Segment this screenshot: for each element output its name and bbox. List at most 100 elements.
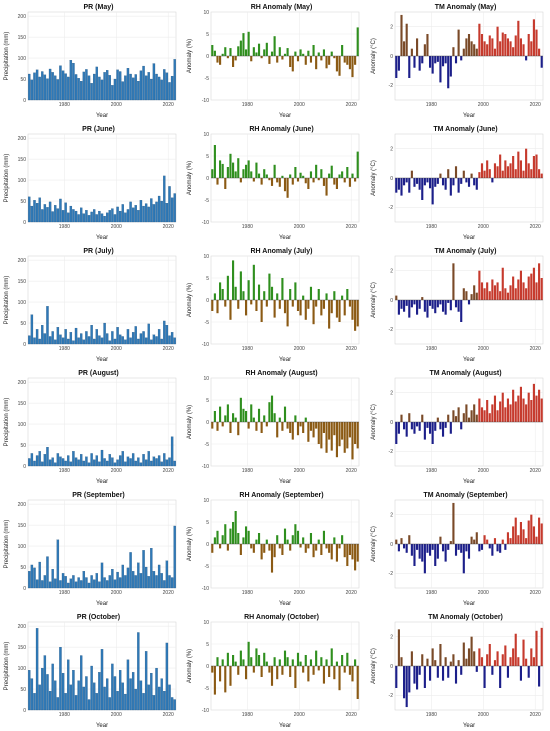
bar-2007 [317, 289, 320, 300]
y-tick-label: 50 [20, 199, 26, 205]
bar-1970 [38, 338, 41, 345]
bar-1977 [239, 178, 242, 183]
bar-1981 [434, 300, 437, 314]
bar-2008 [504, 407, 507, 422]
bar-1985 [444, 544, 447, 562]
bar-1993 [98, 76, 101, 101]
bar-2005 [496, 26, 499, 56]
bar-2012 [147, 576, 150, 589]
bar-2021 [538, 48, 541, 56]
y-axis-label: Anomaly (%) [187, 39, 193, 73]
bar-1981 [434, 422, 437, 431]
x-tick-label: 2000 [478, 224, 489, 230]
bar-2006 [315, 650, 318, 666]
bar-1966 [395, 666, 398, 688]
bar-1980 [64, 693, 67, 711]
bar-1975 [234, 661, 237, 666]
bar-2003 [307, 300, 310, 309]
bar-2012 [330, 648, 333, 666]
bar-1968 [216, 422, 219, 431]
bar-2015 [155, 667, 158, 711]
bar-1970 [221, 535, 224, 544]
y-tick-label: 200 [18, 136, 27, 142]
bar-2019 [165, 72, 169, 101]
bar-1974 [48, 459, 52, 467]
bar-2008 [504, 645, 507, 666]
bar-1985 [77, 78, 80, 101]
x-axis-label: Year [96, 723, 108, 729]
bar-1968 [216, 530, 219, 544]
y-tick-label: 200 [18, 502, 27, 508]
bar-2016 [525, 658, 528, 666]
bar-1994 [100, 649, 104, 711]
bar-1994 [100, 562, 104, 589]
x-tick-label: 2000 [294, 346, 305, 352]
bar-1994 [283, 300, 287, 314]
bar-1968 [216, 178, 219, 185]
bar-2011 [512, 389, 515, 422]
bar-1971 [408, 300, 411, 318]
bar-1979 [428, 178, 432, 189]
bar-2002 [121, 682, 124, 711]
bar-2017 [160, 573, 163, 589]
bar-2005 [312, 544, 315, 558]
bar-2018 [163, 69, 166, 101]
x-tick-label: 1980 [59, 468, 70, 474]
bar-1976 [237, 666, 240, 675]
y-axis-label: Anomaly (%) [187, 405, 193, 439]
panel-rh-1: -10 -5 0 5 10 1980 2000 2020 RH Anomaly (June) Ye… [183, 122, 364, 243]
bar-1969 [403, 422, 406, 430]
bar-1984 [74, 581, 78, 589]
bar-1972 [226, 404, 229, 422]
y-axis-label: Precipitation (mm) [4, 398, 10, 447]
bar-1972 [43, 74, 47, 101]
bar-2011 [144, 566, 148, 589]
bar-1992 [278, 544, 281, 549]
bar-2002 [121, 204, 124, 223]
bar-2014 [519, 666, 522, 681]
bar-1992 [278, 178, 281, 187]
bar-1993 [281, 544, 284, 555]
bar-1988 [85, 331, 88, 345]
bar-2011 [144, 651, 148, 711]
y-tick-label: 2 [390, 634, 393, 640]
bar-1979 [244, 526, 248, 544]
bar-2004 [493, 285, 497, 300]
bar-1968 [33, 567, 36, 589]
bar-2001 [302, 175, 305, 178]
bar-2019 [532, 267, 535, 300]
bar-1987 [265, 539, 268, 544]
bar-1966 [211, 544, 214, 553]
bar-1980 [64, 202, 67, 223]
bar-2020 [351, 544, 354, 560]
bar-2016 [341, 535, 344, 544]
bar-1989 [270, 286, 274, 300]
bar-1992 [95, 573, 98, 589]
chart-svg: 0 50 100 150 200 1980 2000 2020 PR (May) Year Prec… [4, 4, 177, 119]
bar-2017 [527, 163, 530, 178]
bar-1988 [85, 676, 88, 711]
bar-2012 [514, 288, 517, 300]
bar-2005 [312, 422, 315, 438]
bar-2002 [121, 564, 124, 589]
bar-1975 [418, 666, 421, 675]
bar-2008 [137, 632, 140, 711]
chart-svg: -10 -5 0 5 10 1980 2000 2020 RH Anomaly (October… [187, 614, 360, 729]
bar-2014 [335, 544, 338, 562]
bar-1983 [439, 422, 442, 430]
bar-1998 [294, 282, 297, 300]
bar-1996 [106, 678, 109, 711]
bar-1988 [85, 577, 88, 589]
bar-1976 [237, 533, 240, 544]
bar-2018 [163, 453, 166, 467]
y-tick-label: 150 [18, 279, 27, 285]
bar-2003 [491, 544, 494, 556]
bar-2007 [134, 688, 137, 711]
bar-1980 [247, 530, 250, 544]
bar-2008 [504, 544, 507, 550]
x-tick-label: 2020 [163, 468, 174, 474]
bar-1988 [85, 210, 88, 223]
bar-1996 [473, 404, 476, 422]
bar-2017 [527, 520, 530, 544]
bar-1972 [410, 651, 413, 666]
